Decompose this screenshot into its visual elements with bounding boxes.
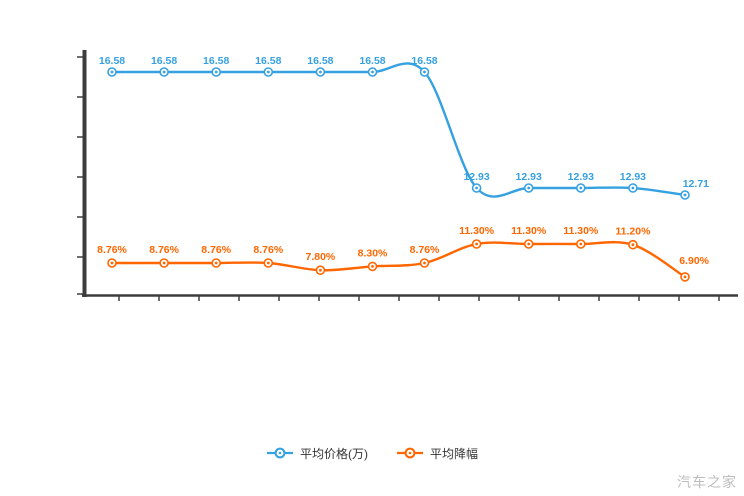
data-point-core <box>423 70 426 74</box>
data-point-label: 16.58 <box>359 55 385 67</box>
data-point-label: 12.93 <box>516 171 542 183</box>
watermark-autohome: 汽车之家 <box>677 474 737 490</box>
data-point-core <box>162 261 166 265</box>
price-trend-chart: 16.58 16.58 16.58 16.58 16.58 16.58 16.58 12.93… <box>77 50 738 301</box>
data-point-label: 8.30% <box>358 247 388 259</box>
legend-label: 平均降幅 <box>429 446 478 461</box>
data-point-core <box>214 70 218 74</box>
legend-label: 平均价格(万) <box>299 446 368 461</box>
data-point-core <box>266 261 270 265</box>
data-point-label: 11.30% <box>511 225 547 237</box>
data-point-label: 12.71 <box>683 178 709 190</box>
data-point-label: 16.58 <box>307 55 333 67</box>
data-point-core <box>631 243 635 247</box>
data-point-label: 11.30% <box>459 225 495 237</box>
data-point-label: 16.58 <box>151 55 177 67</box>
data-point-label: 8.76% <box>97 244 127 256</box>
data-point-core <box>475 242 478 246</box>
data-point-core <box>162 70 166 74</box>
chart-legend: 平均价格(万) 平均降幅 <box>0 440 744 466</box>
data-point-label: 16.58 <box>255 55 281 67</box>
data-point-core <box>319 268 322 272</box>
data-point-core <box>110 70 114 74</box>
data-point-label: 11.20% <box>615 226 651 238</box>
data-point-label: 8.76% <box>410 244 440 256</box>
data-point-label: 12.93 <box>568 171 594 183</box>
legend-item-1[interactable]: 平均降幅 <box>396 445 478 462</box>
data-point-core <box>683 275 687 279</box>
data-point-label: 11.30% <box>563 225 599 237</box>
data-point-label: 8.76% <box>253 244 283 256</box>
data-point-label: 8.76% <box>201 244 231 256</box>
data-point-label: 8.76% <box>149 244 179 256</box>
series-line-1 <box>110 240 687 279</box>
data-point-label: 6.90% <box>679 255 709 267</box>
data-point-core <box>579 242 583 246</box>
data-point-label: 12.93 <box>620 171 646 183</box>
data-point-core <box>475 186 478 190</box>
data-point-label: 16.58 <box>411 55 437 67</box>
line-dot-marker-blue <box>266 447 293 459</box>
data-point-core <box>110 261 114 265</box>
data-point-core <box>683 193 687 197</box>
data-point-core <box>214 261 218 265</box>
data-point-label: 16.58 <box>203 55 229 67</box>
data-point-core <box>527 186 531 190</box>
series-line-0 <box>110 62 687 198</box>
data-point-label: 16.58 <box>99 55 125 67</box>
data-point-core <box>371 265 374 268</box>
data-point-core <box>371 70 374 74</box>
data-point-core <box>319 70 322 74</box>
data-point-core <box>631 186 635 190</box>
line-dot-marker-orange <box>396 447 423 459</box>
data-point-core <box>527 242 531 246</box>
data-point-core <box>266 70 270 74</box>
data-point-core <box>423 261 426 265</box>
legend-item-0[interactable]: 平均价格(万) <box>266 445 368 462</box>
data-point-label: 12.93 <box>463 171 489 183</box>
data-point-label: 7.80% <box>306 251 336 263</box>
data-point-core <box>579 186 583 190</box>
